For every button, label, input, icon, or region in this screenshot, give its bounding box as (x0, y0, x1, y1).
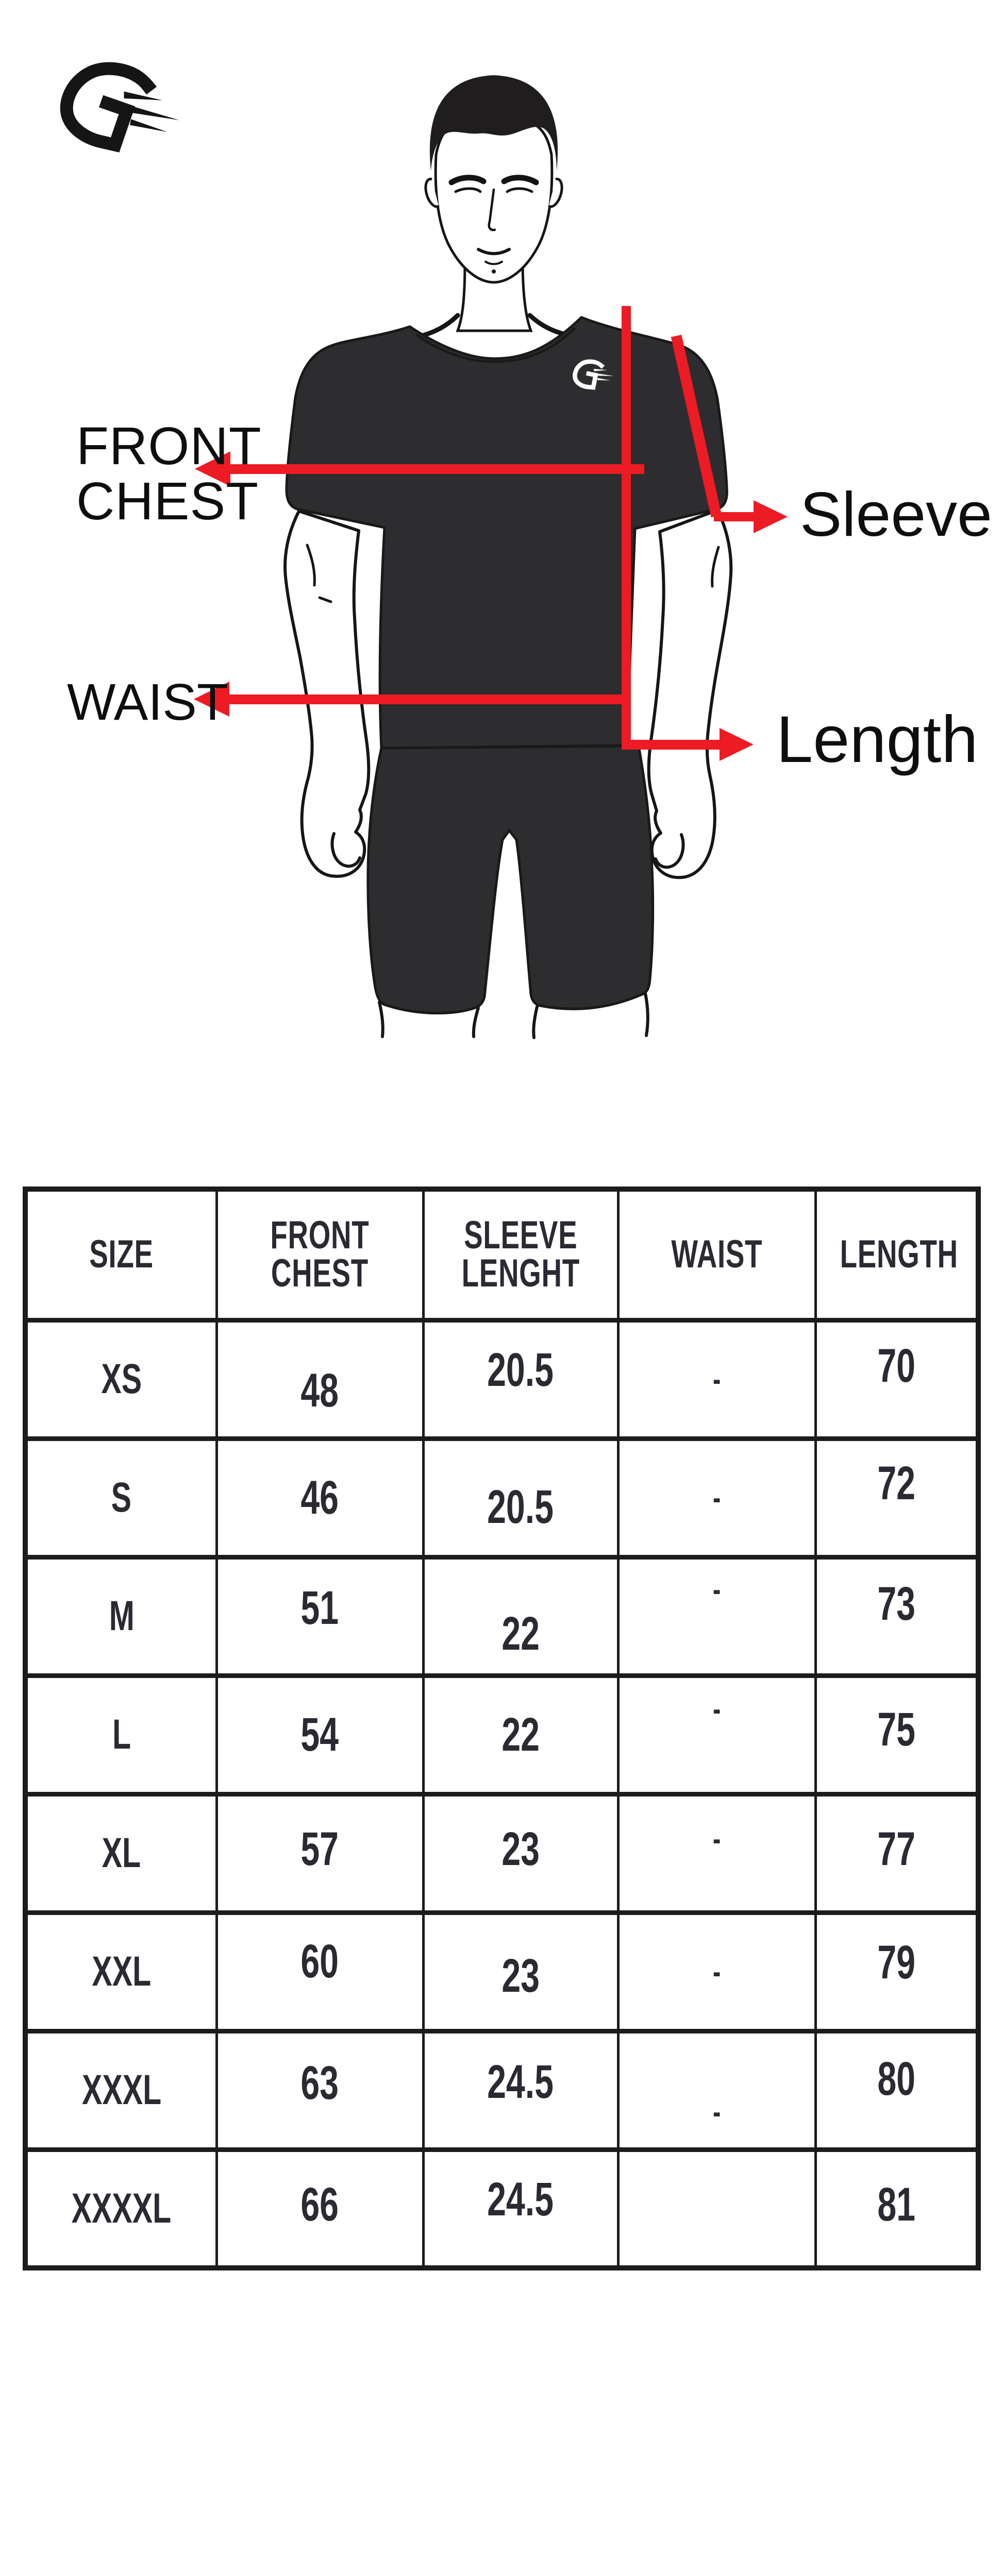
waist-label: WAIST (67, 673, 228, 731)
table-row: XL 57 23 - 77 (24, 1791, 980, 1915)
table-row: XXXXL 66 24.5 81 (24, 2147, 980, 2270)
cell-front-chest: 51 (215, 1554, 425, 1678)
cell-size: XXXL (24, 2028, 218, 2152)
length-line (622, 306, 631, 745)
cell-length: 72 (814, 1436, 980, 1560)
cell-sleeve-lenght: 22 (422, 1554, 620, 1678)
header-front-chest: FRONT CHEST (215, 1187, 425, 1323)
sleeve-label: Sleeve (800, 479, 993, 549)
cell-size: XS (24, 1317, 218, 1441)
table-row: S 46 20.5 - 72 (24, 1436, 980, 1560)
cell-size: S (24, 1436, 218, 1560)
hair (429, 75, 558, 171)
cell-length: 75 (814, 1673, 980, 1797)
table-row: XXXL 63 24.5 - 80 (24, 2028, 980, 2152)
header-waist: WAIST (616, 1187, 817, 1323)
table-row: M 51 22 - 73 (24, 1554, 980, 1678)
cell-size: L (24, 1673, 218, 1797)
cell-waist: - (616, 2028, 817, 2152)
table-row: XS 48 20.5 - 70 (24, 1317, 980, 1441)
cell-length: 70 (814, 1317, 980, 1441)
cell-waist (616, 2147, 817, 2270)
cell-front-chest: 66 (215, 2147, 425, 2270)
header-length: LENGTH (814, 1187, 980, 1323)
cell-sleeve-lenght: 24.5 (422, 2028, 620, 2152)
cell-sleeve-lenght: 24.5 (422, 2147, 620, 2270)
measurement-arrows (194, 306, 788, 761)
cell-size: M (24, 1554, 218, 1678)
size-chart-table: SIZE FRONT CHEST SLEEVE LENGHT WAIST LEN… (23, 1187, 981, 2270)
shorts (366, 744, 655, 1014)
header-sleeve-lenght: SLEEVE LENGHT (422, 1187, 620, 1323)
tshirt-body (285, 316, 728, 750)
tshirt-measurement-diagram (0, 0, 788, 1039)
cell-waist: - (616, 1317, 817, 1441)
sleeve-line (671, 334, 722, 518)
cell-waist: - (616, 1791, 817, 1915)
cell-sleeve-lenght: 22 (422, 1673, 620, 1797)
cell-waist: - (616, 1673, 817, 1797)
arms (283, 509, 733, 879)
table-row: L 54 22 - 75 (24, 1673, 980, 1797)
cell-sleeve-lenght: 23 (422, 1910, 620, 2033)
cell-sleeve-lenght: 20.5 (422, 1436, 620, 1560)
cell-length: 80 (814, 2028, 980, 2152)
sleeve-arrowhead (754, 500, 788, 533)
cell-front-chest: 48 (215, 1317, 425, 1441)
cell-size: XL (24, 1791, 218, 1915)
cell-length: 81 (814, 2147, 980, 2270)
cell-size: XXXXL (24, 2147, 218, 2270)
cell-front-chest: 54 (215, 1673, 425, 1797)
front-chest-arrowhead (195, 451, 230, 486)
cell-waist: - (616, 1436, 817, 1560)
cell-front-chest: 57 (215, 1791, 425, 1915)
table-row: XXL 60 23 - 79 (24, 1910, 980, 2033)
waist-arrowhead (194, 682, 229, 717)
front-chest-label: FRONT CHEST (76, 416, 262, 531)
brand-g-speed-logo (66, 69, 179, 145)
length-label: Length (776, 703, 978, 776)
cell-sleeve-lenght: 20.5 (422, 1317, 620, 1441)
cell-sleeve-lenght: 23 (422, 1791, 620, 1915)
legs (378, 992, 649, 1039)
cell-front-chest: 60 (215, 1910, 425, 2033)
cell-size: XXL (24, 1910, 218, 2033)
cell-length: 79 (814, 1910, 980, 2033)
cell-length: 73 (814, 1554, 980, 1678)
cell-waist: - (616, 1554, 817, 1678)
header-size: SIZE (24, 1187, 218, 1323)
header-row: SIZE FRONT CHEST SLEEVE LENGHT WAIST LEN… (24, 1187, 980, 1323)
cell-front-chest: 46 (215, 1436, 425, 1560)
cell-length: 77 (814, 1791, 980, 1915)
head (424, 75, 563, 284)
cell-waist: - (616, 1910, 817, 2033)
cell-front-chest: 63 (215, 2028, 425, 2152)
length-arrowhead (720, 728, 754, 761)
